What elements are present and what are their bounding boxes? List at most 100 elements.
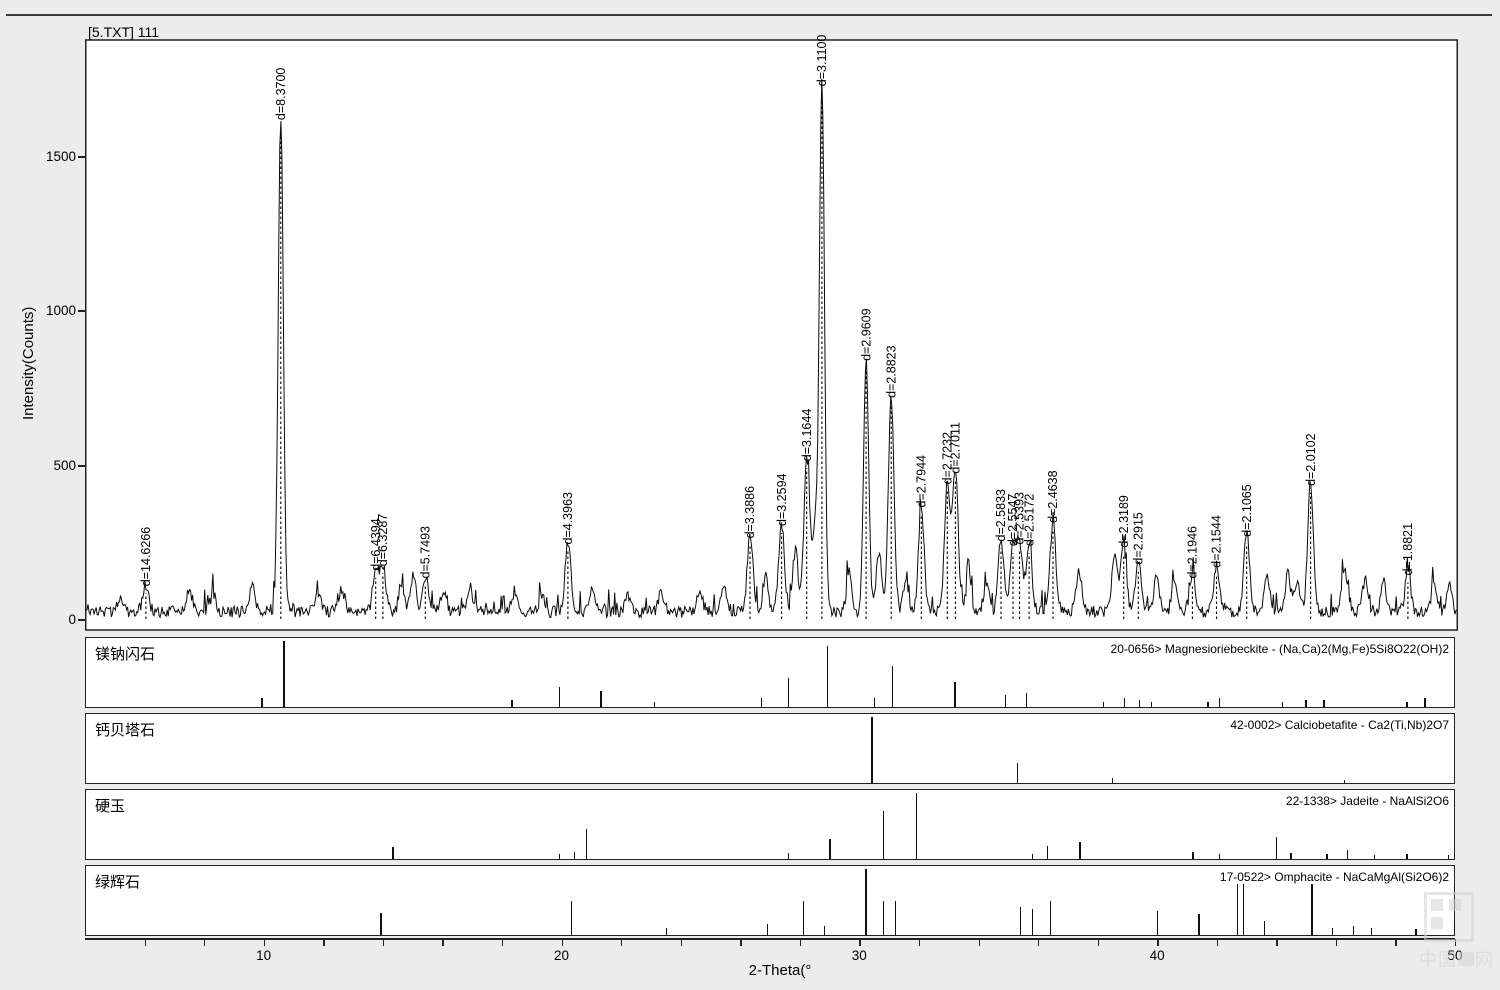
x-axis-tick: [1395, 939, 1397, 946]
x-axis-tick: [144, 939, 146, 946]
peak-d-label: d=2.8823: [884, 345, 898, 398]
x-axis-tick: [1276, 939, 1278, 946]
reference-ticks-container: [86, 638, 1454, 707]
peak-d-label: d=1.8821: [1401, 523, 1415, 576]
peak-d-label: d=3.3886: [743, 486, 757, 539]
reference-pattern-tick: [283, 641, 285, 707]
reference-pattern-tick: [787, 678, 790, 707]
x-axis-tick: [502, 939, 504, 946]
x-axis-tick: [442, 939, 444, 946]
x-axis-tick: [561, 939, 563, 946]
y-axis-tick: [78, 310, 85, 313]
reference-pattern-tick: [823, 926, 825, 935]
peak-d-label: d=4.3963: [561, 492, 575, 545]
peak-d-label: d=2.4638: [1046, 470, 1060, 523]
plot-border: [85, 39, 1458, 631]
reference-pattern-tick: [1370, 927, 1373, 935]
x-axis-tick: [680, 939, 683, 946]
reference-pattern-tick: [1454, 923, 1456, 935]
pdf-card-label: 42-0002> Calciobetafite - Ca2(Ti,Nb)2O7: [1230, 718, 1449, 732]
reference-pattern-tick: [829, 839, 831, 859]
phase-name-label: 绿辉石: [95, 874, 141, 891]
peak-d-label: d=2.1946: [1186, 526, 1200, 579]
y-axis-tick: [78, 156, 85, 158]
pdf-card-label: 20-0656> Magnesioriebeckite - (Na,Ca)2(M…: [1110, 642, 1449, 656]
reference-pattern-tick: [600, 691, 602, 707]
peak-d-label: d=2.5172: [1022, 494, 1036, 547]
reference-pattern-tick: [1263, 920, 1266, 935]
pdf-card-label: 22-1338> Jadeite - NaAlSi2O6: [1285, 794, 1449, 808]
y-axis-tick-label: 500: [53, 457, 76, 473]
reference-pattern-tick: [1198, 913, 1200, 935]
reference-pattern-tick: [654, 701, 656, 707]
x-axis-tick: [1097, 939, 1099, 946]
reference-pattern-tick: [1219, 854, 1221, 859]
reference-pattern-tick: [570, 900, 573, 935]
x-axis-tick: [1157, 939, 1159, 946]
reference-pattern-tick: [1281, 701, 1283, 707]
x-axis-tick-label: 10: [256, 948, 272, 963]
peak-d-label: d=2.7944: [915, 455, 929, 508]
x-axis-tick: [799, 939, 802, 946]
reference-pattern-tick: [871, 717, 873, 783]
scan-title: [5.TXT] 111: [88, 24, 160, 40]
reference-pattern-tick: [1103, 701, 1105, 707]
reference-pattern-tick: [1236, 883, 1239, 935]
reference-pattern-tick: [261, 697, 263, 707]
reference-panel-jadeite[interactable]: 硬玉 22-1338> Jadeite - NaAlSi2O6: [85, 789, 1455, 860]
reference-pattern-tick: [802, 900, 805, 935]
reference-pattern-tick: [1242, 883, 1245, 935]
pdf-card-label: 17-0522> Omphacite - NaCaMgAl(Si2O6)2: [1219, 870, 1449, 884]
reference-pattern-tick: [1123, 698, 1126, 707]
phase-name-label: 镁钠闪石: [95, 646, 156, 663]
x-axis-tick: [323, 939, 325, 946]
reference-pattern-tick: [1424, 698, 1426, 707]
reference-pattern-tick: [511, 700, 513, 707]
reference-pattern-tick: [891, 666, 894, 707]
y-axis-tick-label: 1000: [45, 303, 76, 319]
reference-pattern-tick: [558, 687, 561, 707]
reference-pattern-tick: [874, 698, 876, 707]
reference-pattern-tick: [1207, 701, 1209, 707]
reference-pattern-tick: [380, 913, 382, 935]
reference-pattern-tick: [1156, 910, 1158, 935]
reference-panel-magnesioriebeckite[interactable]: 镁钠闪石 20-0656> Magnesioriebeckite - (Na,C…: [85, 637, 1455, 708]
peak-d-label: d=3.1644: [800, 409, 814, 462]
reference-pattern-tick: [1448, 855, 1450, 859]
reference-pattern-tick: [787, 853, 790, 859]
reference-panel-omphacite[interactable]: 绿辉石 17-0522> Omphacite - NaCaMgAl(Si2O6)…: [85, 865, 1456, 936]
reference-pattern-tick: [826, 645, 828, 707]
reference-pattern-tick: [1373, 855, 1376, 859]
reference-pattern-tick: [1049, 900, 1051, 935]
x-axis-tick-label: 50: [1447, 948, 1463, 963]
reference-pattern-tick: [1138, 700, 1141, 707]
y-axis-tick: [78, 464, 85, 467]
reference-pattern-tick: [1019, 907, 1022, 935]
y-axis-tick-label: 0: [68, 612, 76, 627]
x-axis-tick: [918, 939, 921, 946]
peak-d-label: d=3.2594: [775, 473, 789, 526]
reference-pattern-tick: [883, 810, 885, 859]
reference-pattern-tick: [1192, 851, 1194, 859]
window-top-border: [6, 14, 1492, 16]
x-axis-tick-label: 30: [851, 948, 867, 963]
reference-pattern-tick: [1352, 926, 1355, 935]
reference-pattern-tick: [1004, 695, 1007, 707]
x-axis-tick: [1455, 939, 1457, 946]
reference-pattern-tick: [1046, 845, 1048, 859]
reference-pattern-tick: [883, 900, 885, 935]
reference-pattern-tick: [1346, 849, 1349, 859]
reference-ticks-container: [86, 714, 1454, 783]
x-axis-line: [85, 938, 1455, 940]
reference-pattern-tick: [954, 681, 956, 707]
peak-d-label: d=5.7493: [419, 526, 433, 579]
reference-pattern-tick: [1112, 777, 1114, 783]
reference-pattern-tick: [558, 854, 561, 859]
peak-d-label: d=14.6266: [139, 527, 153, 586]
peak-d-label: d=2.1544: [1210, 515, 1224, 568]
x-axis-tick: [1216, 939, 1219, 946]
diffraction-curve: [86, 78, 1457, 620]
reference-panel-calciobetafite[interactable]: 钙贝塔石 42-0002> Calciobetafite - Ca2(Ti,Nb…: [85, 713, 1455, 784]
